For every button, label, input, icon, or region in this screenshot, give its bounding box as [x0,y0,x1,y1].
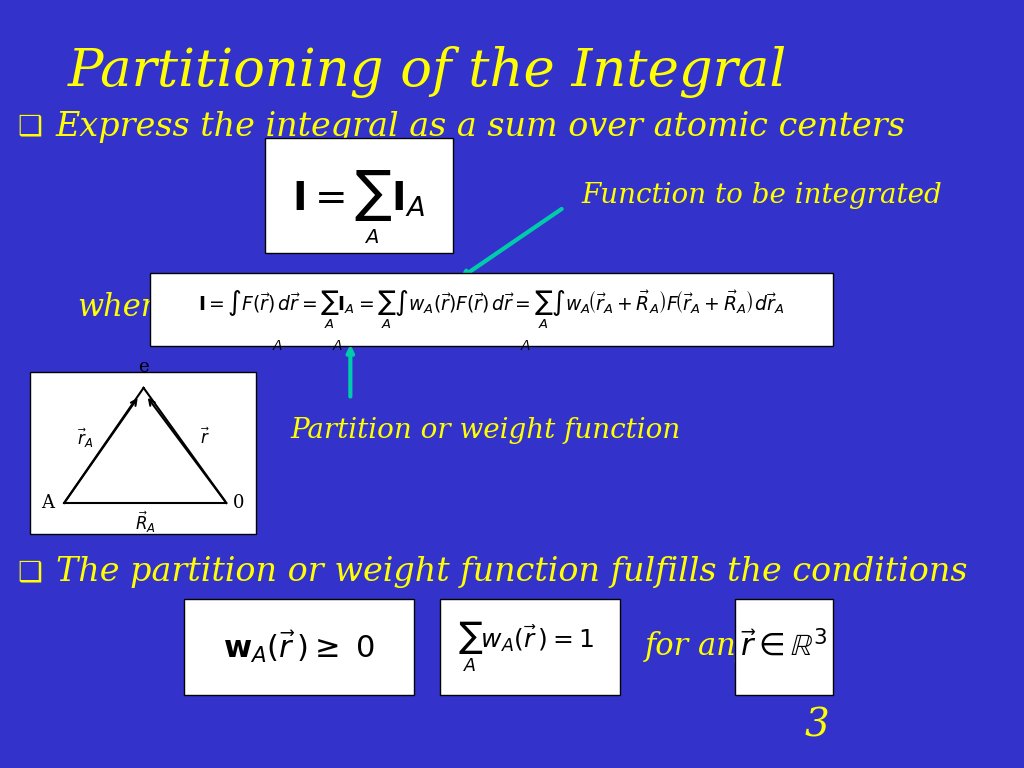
Text: $A$: $A$ [520,339,531,353]
Text: Express the integral as a sum over atomic centers: Express the integral as a sum over atomi… [55,111,905,143]
FancyBboxPatch shape [183,599,415,695]
Text: 3: 3 [804,708,828,745]
FancyBboxPatch shape [265,138,453,253]
Text: $\vec{r} \in \mathbb{R}^3$: $\vec{r} \in \mathbb{R}^3$ [739,631,827,663]
Text: where: where [77,292,173,323]
Text: $\sum_A w_A(\vec{r}\,)=1$: $\sum_A w_A(\vec{r}\,)=1$ [458,620,594,674]
Text: $A$: $A$ [365,229,379,247]
FancyBboxPatch shape [30,372,256,534]
Text: ❑: ❑ [17,558,42,586]
Text: e: e [138,359,148,376]
Text: $\vec{r}$: $\vec{r}$ [200,428,210,448]
Text: Function to be integrated: Function to be integrated [581,182,942,210]
Text: $\mathbf{I} = \int F(\vec{r})\,d\vec{r} = \sum_A \mathbf{I}_A = \sum_A \int w_A(: $\mathbf{I} = \int F(\vec{r})\,d\vec{r} … [199,288,784,331]
Text: 0: 0 [233,494,245,512]
Text: $\mathbf{w}_A(\vec{r}\,) \geq\ 0$: $\mathbf{w}_A(\vec{r}\,) \geq\ 0$ [223,628,375,665]
Text: $\mathbf{I} = \sum \mathbf{I}_A$: $\mathbf{I} = \sum \mathbf{I}_A$ [293,168,425,223]
Text: ❑: ❑ [17,113,42,141]
Text: Partition or weight function: Partition or weight function [291,416,681,444]
Text: $A$: $A$ [272,339,284,353]
Text: $A$: $A$ [332,339,343,353]
Text: The partition or weight function fulfills the conditions: The partition or weight function fulfill… [55,556,967,588]
FancyBboxPatch shape [440,599,620,695]
FancyBboxPatch shape [150,273,834,346]
Text: $\vec{r}_A$: $\vec{r}_A$ [78,426,93,449]
Text: A: A [41,494,54,512]
Text: $\vec{R}_A$: $\vec{R}_A$ [135,509,156,535]
Text: for any: for any [645,631,754,662]
Text: Partitioning of the Integral: Partitioning of the Integral [68,46,786,98]
FancyBboxPatch shape [735,599,834,695]
